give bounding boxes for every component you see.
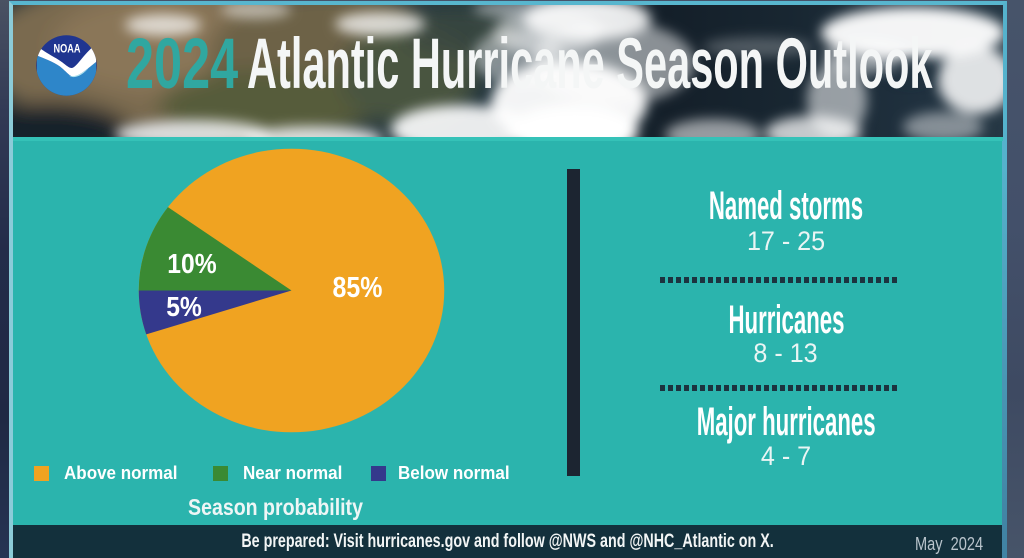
svg-text:NOAA: NOAA bbox=[54, 42, 81, 56]
